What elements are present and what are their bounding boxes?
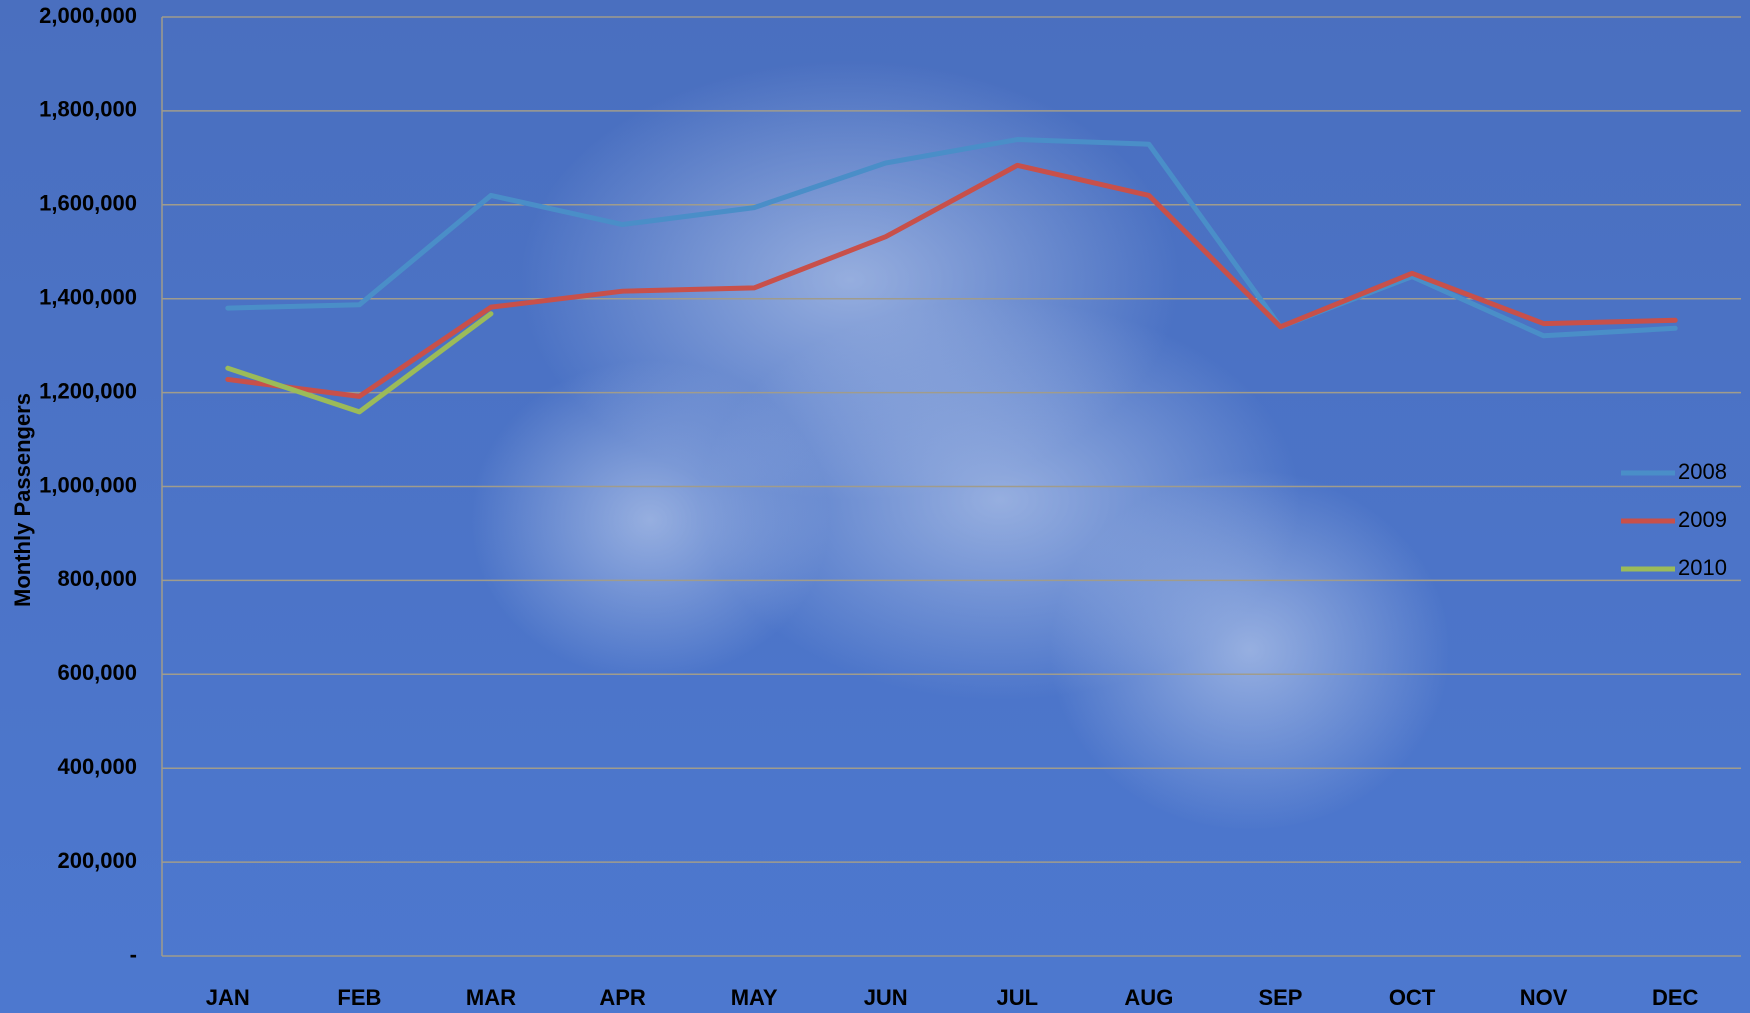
page: {"chart_data": {"type": "line", "y_label… xyxy=(0,0,1750,1013)
cloud xyxy=(470,360,830,680)
x-tick-label: MAR xyxy=(466,985,516,1010)
x-tick-label: AUG xyxy=(1124,985,1173,1010)
x-tick-label: OCT xyxy=(1389,985,1436,1010)
cloud xyxy=(1050,470,1450,830)
x-tick-label: DEC xyxy=(1652,985,1699,1010)
x-tick-label: FEB xyxy=(337,985,381,1010)
y-tick-label: 1,200,000 xyxy=(39,378,137,403)
x-tick-label: SEP xyxy=(1258,985,1302,1010)
x-tick-label: MAY xyxy=(731,985,778,1010)
legend-label: 2010 xyxy=(1678,555,1727,580)
x-tick-label: APR xyxy=(599,985,646,1010)
y-tick-label: 200,000 xyxy=(57,848,137,873)
y-tick-label: 1,800,000 xyxy=(39,97,137,122)
x-tick-label: JUN xyxy=(864,985,908,1010)
legend-label: 2009 xyxy=(1678,507,1727,532)
x-tick-label: NOV xyxy=(1520,985,1568,1010)
legend-label: 2008 xyxy=(1678,459,1727,484)
x-tick-label: JUL xyxy=(997,985,1039,1010)
chart: Monthly Passengers - 200,000 400,000 600,00… xyxy=(0,0,1750,1013)
y-tick-label: 400,000 xyxy=(57,754,137,779)
y-tick-label: 600,000 xyxy=(57,660,137,685)
y-tick-label: 2,000,000 xyxy=(39,3,137,28)
y-tick-label: - xyxy=(130,942,137,967)
y-tick-label: 1,400,000 xyxy=(39,285,137,310)
y-tick-label: 800,000 xyxy=(57,566,137,591)
x-tick-label: JAN xyxy=(206,985,250,1010)
y-axis-label: Monthly Passengers xyxy=(10,393,35,607)
y-tick-label: 1,000,000 xyxy=(39,472,137,497)
y-tick-label: 1,600,000 xyxy=(39,191,137,216)
